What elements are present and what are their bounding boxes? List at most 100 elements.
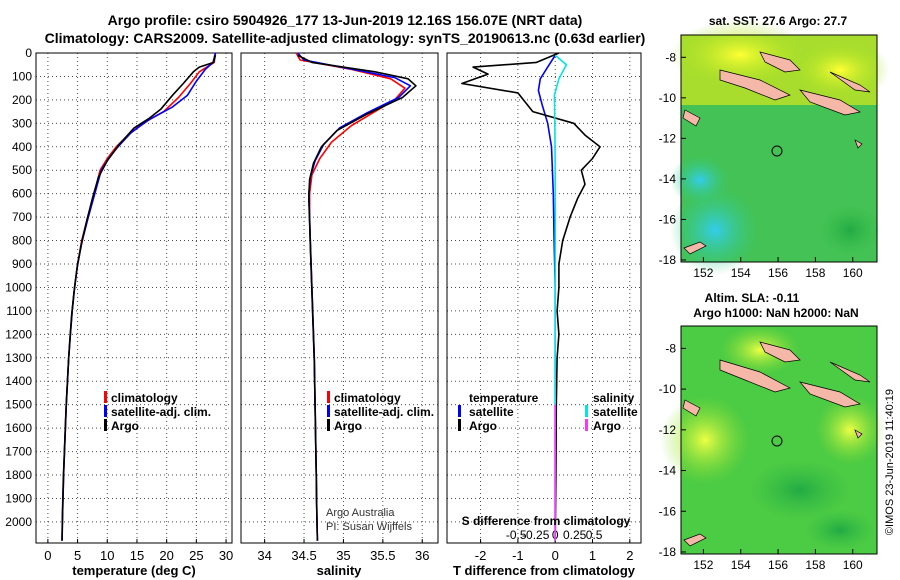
credit-pi: PI: Susan Wijffels xyxy=(326,521,412,533)
difference-panel-frame xyxy=(446,52,642,544)
sla-argo-location-marker xyxy=(771,435,783,447)
map-y-tick-label: -8 xyxy=(665,50,676,64)
sla-map-frame xyxy=(680,325,878,555)
depth-tick-label: 2000 xyxy=(5,515,32,529)
series-line-satellite-adj-clim- xyxy=(61,52,217,541)
legend-label-temp-argo: Argo xyxy=(469,419,497,433)
x-tick-label: 36 xyxy=(415,548,429,563)
map-y-tick-label: -12 xyxy=(659,131,677,145)
legend-swatch-sal-satellite xyxy=(585,405,588,417)
sla-map-subtitle: Argo h1000: NaN h2000: NaN xyxy=(693,306,858,320)
depth-tick-label: 700 xyxy=(12,210,32,224)
map-x-tick-label: 152 xyxy=(693,266,713,280)
depth-tick-label: 200 xyxy=(12,93,32,107)
sst-map-image xyxy=(670,20,890,275)
depth-tick-label: 1600 xyxy=(5,421,32,435)
map-y-tick-label: -18 xyxy=(659,545,677,559)
map-x-tick-label: 158 xyxy=(805,266,825,280)
map-x-tick-label: 160 xyxy=(843,558,863,572)
title-line-2: Climatology: CARS2009. Satellite-adjuste… xyxy=(45,30,646,46)
legend-swatch-argo xyxy=(104,419,107,431)
map-y-tick-label: -16 xyxy=(659,212,677,226)
map-y-tick-label: -8 xyxy=(665,341,676,355)
sla-map-title: Altim. SLA: -0.11 xyxy=(705,291,800,305)
difference-axis-label: T difference from climatology xyxy=(453,563,636,578)
legend-swatch-temp-satellite xyxy=(458,405,461,417)
legend-label-argo: Argo xyxy=(334,419,362,433)
depth-tick-label: 1000 xyxy=(5,280,32,294)
x-tick-label: 2 xyxy=(626,548,633,563)
map-x-tick-label: 156 xyxy=(768,558,788,572)
x-tick-label: 20 xyxy=(159,548,173,563)
depth-tick-label: 1100 xyxy=(6,304,32,318)
sst-map-frame xyxy=(680,34,878,263)
x-tick-label: 0 xyxy=(552,548,559,563)
depth-tick-label: 600 xyxy=(12,187,32,201)
depth-tick-label: 0 xyxy=(25,46,32,60)
salinity-axis-label: salinity xyxy=(317,563,363,578)
legend-swatch-temp-argo xyxy=(458,419,461,431)
temperature-panel-frame xyxy=(35,52,233,544)
legend-title-salinity: salinity xyxy=(593,391,635,405)
salinity-axes: 34 34.5 35 35.5 36 xyxy=(241,52,438,563)
legend-swatch-satellite xyxy=(327,405,330,417)
s-tick-label: -0.25 xyxy=(522,528,550,542)
sla-map-ticks: 152 154 156 158 160 -8 -10 -12 -14 -16 -18 xyxy=(659,341,863,572)
legend-label-argo: Argo xyxy=(111,419,139,433)
difference-axes: -2 -1 0 1 2-0.5-0.25 0 0.25 0.5 xyxy=(447,52,641,563)
imos-timestamp: ©IMOS 23-Jun-2019 11:40:19 xyxy=(884,389,896,535)
legend-swatch-climatology xyxy=(327,391,330,403)
depth-tick-label: 500 xyxy=(12,163,32,177)
x-tick-label: 10 xyxy=(100,548,114,563)
depth-tick-label: 1900 xyxy=(5,491,32,505)
x-tick-label: 30 xyxy=(219,548,233,563)
map-x-tick-label: 160 xyxy=(843,266,863,280)
s-difference-label: S difference from climatology xyxy=(462,514,631,528)
x-tick-label: 5 xyxy=(74,548,81,563)
depth-tick-label: 400 xyxy=(12,140,32,154)
map-x-tick-label: 158 xyxy=(805,558,825,572)
legend-swatch-climatology xyxy=(104,391,107,403)
map-x-tick-label: 152 xyxy=(693,558,713,572)
depth-tick-label: 900 xyxy=(12,257,32,271)
map-y-tick-label: -18 xyxy=(659,253,677,267)
title-line-1: Argo profile: csiro 5904926_177 13-Jun-2… xyxy=(108,12,583,28)
x-tick-label: 1 xyxy=(589,548,596,563)
series-line-temperature-satellite xyxy=(537,54,557,541)
legend-label-climatology: climatology xyxy=(111,391,178,405)
x-tick-label: -2 xyxy=(475,548,487,563)
temperature-legend: climatology satellite-adj. clim. Argo xyxy=(104,391,211,433)
legend-swatch-argo xyxy=(327,419,330,431)
legend-swatch-satellite xyxy=(104,405,107,417)
legend-label-satellite: satellite-adj. clim. xyxy=(111,405,211,419)
map-y-tick-label: -14 xyxy=(659,464,677,478)
sst-map-ticks: 152 154 156 158 160 -8 -10 -12 -14 -16 -18 xyxy=(659,50,863,280)
series-line-salinity-satellite xyxy=(553,54,568,541)
sst-argo-location-marker xyxy=(771,145,783,157)
s-tick-label: -0.5 xyxy=(506,528,527,542)
temperature-axes: 0 5 10 15 20 25 300100200300400500600700800900… xyxy=(5,46,233,563)
legend-label-sal-satellite: satellite xyxy=(593,405,638,419)
depth-tick-label: 1500 xyxy=(5,398,32,412)
x-tick-label: 34.5 xyxy=(291,548,316,563)
series-line-temperature-argo xyxy=(461,52,601,541)
depth-tick-label: 1300 xyxy=(5,351,32,365)
depth-tick-label: 1700 xyxy=(5,445,32,459)
salinity-legend: climatology satellite-adj. clim. Argo xyxy=(327,391,434,433)
legend-title-temperature: temperature xyxy=(469,391,539,405)
x-tick-label: 0 xyxy=(44,548,51,563)
map-x-tick-label: 154 xyxy=(731,558,751,572)
map-x-tick-label: 154 xyxy=(731,266,751,280)
map-y-tick-label: -14 xyxy=(659,172,677,186)
depth-tick-label: 800 xyxy=(12,234,32,248)
x-tick-label: 35.5 xyxy=(370,548,395,563)
series-line-satellite-adj-clim- xyxy=(297,52,412,541)
legend-label-sal-argo: Argo xyxy=(593,419,621,433)
legend-swatch-sal-argo xyxy=(585,419,588,431)
depth-tick-label: 100 xyxy=(12,69,32,83)
credit-argo-australia: Argo Australia xyxy=(326,507,395,519)
map-y-tick-label: -12 xyxy=(659,423,677,437)
sla-map-image xyxy=(660,325,885,554)
s-tick-label: 0.25 xyxy=(563,528,587,542)
